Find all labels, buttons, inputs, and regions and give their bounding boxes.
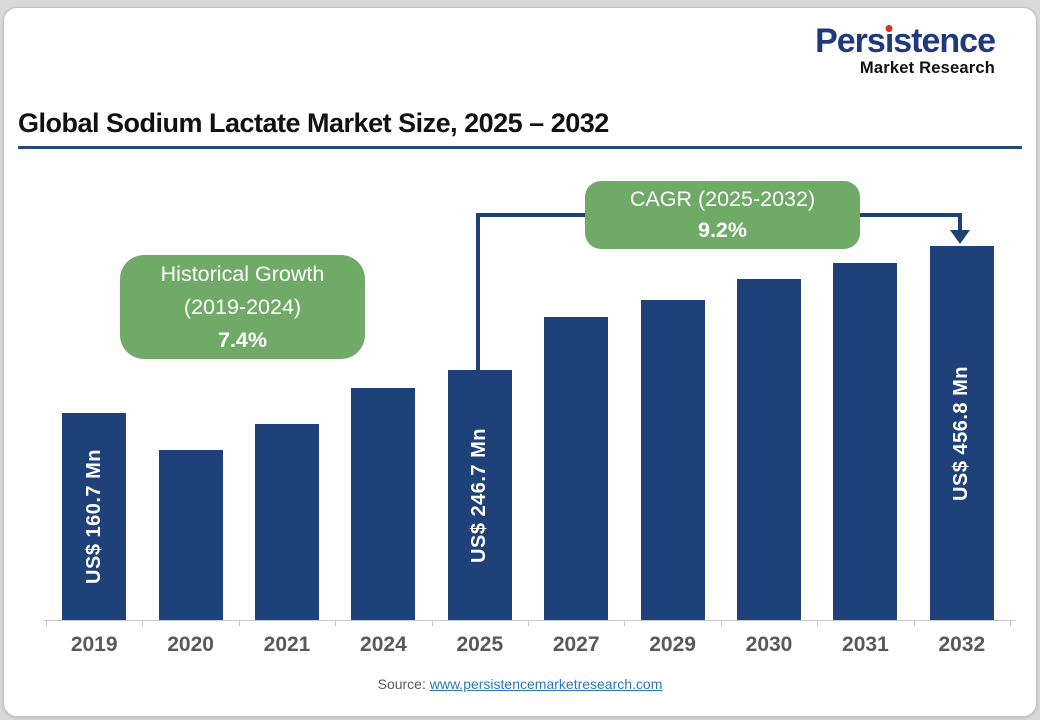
x-axis-label-2019: 2019	[70, 633, 118, 656]
axis-tick	[142, 620, 144, 626]
axis-tick	[528, 620, 529, 626]
bar-2031	[833, 263, 898, 620]
historical-callout-value: 7.4%	[217, 328, 267, 352]
source-line: Source: www.persistencemarketresearch.co…	[0, 676, 1040, 692]
x-axis-label-2025: 2025	[456, 633, 504, 656]
logo-text-start: Pers	[815, 22, 886, 60]
historical-callout-line2: (2019-2024)	[183, 295, 302, 319]
x-axis-label-2031: 2031	[842, 633, 889, 656]
bar-2027	[544, 317, 609, 620]
logo-wordmark: Pers ıstence	[815, 22, 996, 60]
cagr-callout: CAGR (2025-2032) 9.2%	[585, 181, 860, 249]
axis-tick	[335, 620, 337, 626]
bar-2024	[351, 388, 416, 620]
source-prefix: Source:	[377, 676, 426, 692]
source-link[interactable]: www.persistencemarketresearch.com	[429, 676, 663, 692]
logo-i-glyph: ı	[884, 22, 895, 60]
bar-2021	[255, 424, 319, 620]
bar-value-label-2032: US$ 456.8 Mn	[950, 365, 973, 501]
pmr-logo: Pers ıstence Market Research	[815, 22, 996, 77]
bar-2029	[640, 300, 705, 620]
axis-tick	[913, 620, 915, 626]
axis-tick	[431, 620, 433, 626]
x-axis-label-2027: 2027	[552, 633, 600, 656]
title-underline	[18, 146, 1022, 149]
bar-2019: US$ 160.7 Mn	[62, 413, 127, 620]
bar-2032: US$ 456.8 Mn	[929, 246, 994, 620]
cagr-callout-value: 9.2%	[697, 218, 747, 242]
logo-red-dot-icon	[885, 25, 893, 32]
cagr-callout-line1: CAGR (2025-2032)	[629, 187, 816, 211]
x-axis-label-2032: 2032	[938, 633, 986, 656]
x-axis-label-2021: 2021	[263, 633, 311, 656]
historical-callout-line1: Historical Growth	[160, 262, 325, 286]
page-title: Global Sodium Lactate Market Size, 2025 …	[18, 108, 609, 138]
axis-tick	[46, 620, 47, 626]
bar-2020	[158, 450, 223, 620]
logo-letter-i: ı	[884, 22, 895, 60]
historical-growth-callout: Historical Growth (2019-2024) 7.4%	[120, 255, 365, 359]
logo-subtitle: Market Research	[859, 59, 995, 77]
logo-text-end: stence	[893, 22, 996, 60]
axis-tick	[720, 620, 722, 626]
cagr-bracket-left-line	[476, 213, 480, 370]
cagr-bracket-right-line	[958, 213, 962, 233]
bar-value-label-2019: US$ 160.7 Mn	[82, 449, 105, 584]
x-axis-label-2029: 2029	[649, 633, 696, 656]
axis-tick	[238, 620, 240, 626]
bar-2030	[737, 279, 801, 620]
axis-tick	[817, 620, 819, 626]
axis-tick	[624, 620, 626, 626]
cagr-arrowhead-icon	[950, 230, 970, 244]
x-axis-label-2030: 2030	[745, 633, 793, 656]
bar-value-label-2025: US$ 246.7 Mn	[468, 427, 491, 563]
x-axis-label-2024: 2024	[360, 633, 407, 656]
axis-tick	[1010, 620, 1011, 626]
x-axis-line	[44, 620, 1016, 621]
x-axis-label-2020: 2020	[167, 633, 214, 656]
bar-2025: US$ 246.7 Mn	[447, 370, 512, 620]
